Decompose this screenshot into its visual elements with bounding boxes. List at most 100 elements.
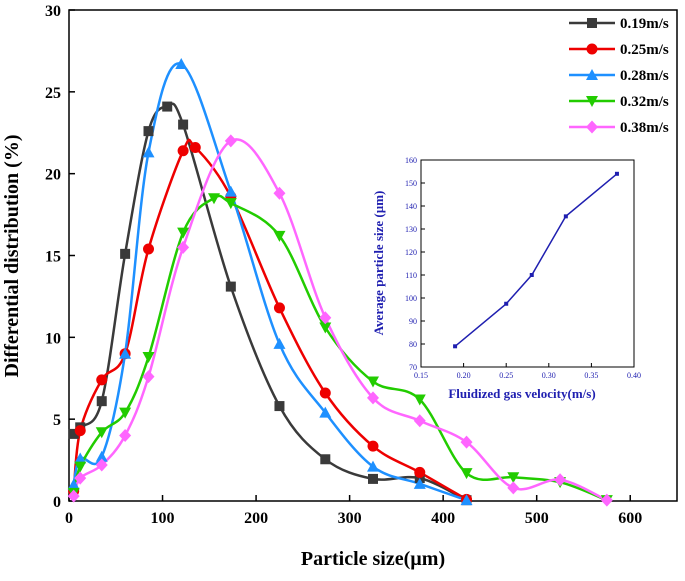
y-tick-label: 30: [45, 3, 61, 20]
data-point: [95, 427, 108, 439]
data-point: [367, 391, 379, 405]
data-point: [67, 489, 80, 503]
y-tick-label: 10: [45, 330, 61, 347]
data-point: [273, 230, 286, 242]
inset-data-point: [453, 344, 458, 349]
data-point: [120, 248, 131, 259]
inset-y-axis-title: Average particle size (µm): [371, 191, 386, 336]
inset-x-tick-label: 0.40: [627, 371, 641, 380]
series-line: [72, 194, 608, 502]
inset-y-tick-label: 90: [409, 317, 417, 326]
data-point: [319, 322, 332, 334]
data-point: [177, 145, 189, 157]
data-point: [224, 198, 237, 210]
data-point: [95, 458, 108, 472]
inset-data-point: [529, 273, 534, 277]
series-0.28m/s: [72, 62, 467, 502]
data-point: [74, 461, 87, 473]
data-point: [224, 134, 237, 148]
inset-x-tick-label: 0.30: [542, 371, 556, 380]
data-point: [319, 311, 332, 325]
legend-marker: [586, 43, 598, 55]
series-markers-0.28m/s: [67, 58, 473, 506]
data-point: [143, 243, 155, 255]
legend-item: 0.38m/s: [569, 120, 669, 136]
x-tick-label: 300: [338, 510, 362, 527]
legend-label: 0.19m/s: [620, 16, 669, 32]
data-point: [119, 347, 132, 359]
legend-label: 0.28m/s: [620, 68, 669, 84]
data-point: [274, 401, 285, 412]
data-point: [413, 394, 426, 406]
data-point: [460, 468, 473, 480]
data-point: [368, 473, 378, 484]
data-point: [460, 494, 473, 506]
inset-frame: [420, 159, 635, 368]
inset-y-tick-label: 100: [405, 294, 417, 303]
x-tick-label: 500: [525, 510, 549, 527]
inset-x-tick-label: 0.15: [414, 371, 428, 380]
y-tick-label: 15: [45, 249, 61, 266]
data-point: [162, 101, 173, 112]
legend-label: 0.38m/s: [620, 120, 669, 136]
x-tick-label: 600: [618, 510, 642, 527]
data-point: [143, 126, 154, 137]
data-point: [175, 58, 188, 70]
data-point: [319, 406, 332, 418]
data-point: [413, 414, 426, 428]
legend-label: 0.25m/s: [620, 42, 669, 58]
inset-y-tick-label: 110: [405, 271, 417, 280]
legend-item: 0.32m/s: [569, 94, 669, 110]
x-tick-label: 400: [431, 510, 455, 527]
inset-data-point: [563, 214, 568, 219]
data-point: [367, 460, 379, 472]
legend-marker: [586, 69, 598, 80]
inset-y-tick-label: 160: [405, 156, 417, 165]
data-point: [119, 429, 132, 443]
data-point: [142, 351, 155, 363]
inset-x-tick-label: 0.25: [499, 371, 513, 380]
data-point: [225, 281, 236, 292]
y-tick-label: 20: [45, 167, 61, 184]
data-point: [273, 302, 285, 314]
x-tick-label: 200: [244, 510, 268, 527]
legend-label: 0.32m/s: [620, 94, 669, 110]
inset-y-tick-label: 120: [405, 248, 417, 257]
inset-data-point: [614, 171, 619, 176]
legend-item: 0.28m/s: [569, 68, 669, 84]
y-tick-label: 5: [53, 412, 61, 429]
legend-marker: [586, 120, 598, 134]
y-tick-label: 0: [53, 494, 61, 511]
x-tick-label: 100: [151, 510, 175, 527]
data-point: [273, 337, 286, 349]
inset-y-tick-label: 80: [409, 340, 417, 349]
inset-x-tick-label: 0.35: [584, 371, 598, 380]
data-point: [96, 374, 108, 386]
series-line: [72, 62, 467, 502]
inset-y-tick-label: 70: [409, 363, 417, 372]
data-point: [224, 185, 237, 197]
inset-x-axis-title: Fluidized gas velocity(m/s): [448, 386, 595, 401]
legend-item: 0.25m/s: [569, 42, 669, 58]
inset-x-tick-label: 0.20: [457, 371, 471, 380]
inset-y-tick-label: 130: [405, 225, 417, 234]
series-0.32m/s: [72, 194, 608, 502]
data-point: [554, 473, 567, 487]
legend-marker: [586, 96, 598, 107]
data-point: [68, 428, 79, 439]
data-point: [414, 466, 426, 478]
inset-data-point: [504, 301, 509, 306]
inset-y-tick-label: 150: [405, 179, 417, 188]
data-point: [460, 435, 473, 449]
data-point: [189, 141, 201, 153]
x-axis-title: Particle size(µm): [301, 548, 445, 570]
data-point: [507, 472, 520, 484]
data-point: [96, 396, 107, 407]
data-point: [95, 450, 108, 462]
data-point: [142, 146, 155, 158]
data-point: [367, 440, 379, 452]
data-point: [320, 454, 331, 465]
data-point: [507, 481, 520, 495]
